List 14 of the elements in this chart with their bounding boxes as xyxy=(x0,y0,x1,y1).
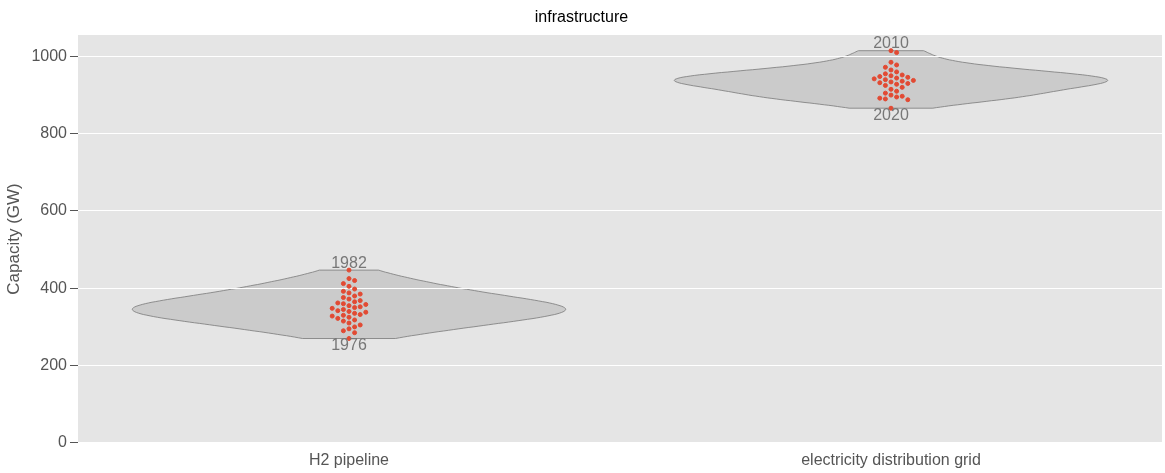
y-tick-label: 800 xyxy=(40,124,68,142)
y-tick-label: 400 xyxy=(40,278,68,296)
annotation: 2020 xyxy=(873,105,909,123)
annotation: 1982 xyxy=(331,253,367,271)
chart-title: infrastructure xyxy=(534,8,629,26)
y-tick-label: 600 xyxy=(40,201,68,219)
y-axis-title: Capacity (GW) xyxy=(3,183,23,295)
y-tick-label: 200 xyxy=(40,355,68,373)
y-tick-label: 0 xyxy=(58,433,68,451)
x-tick-label: electricity distribution grid xyxy=(801,450,981,468)
x-tick-label: H2 pipeline xyxy=(308,450,390,468)
annotation: 2010 xyxy=(873,34,909,52)
y-tick-label: 1000 xyxy=(31,46,68,64)
annotation: 1976 xyxy=(331,335,367,353)
